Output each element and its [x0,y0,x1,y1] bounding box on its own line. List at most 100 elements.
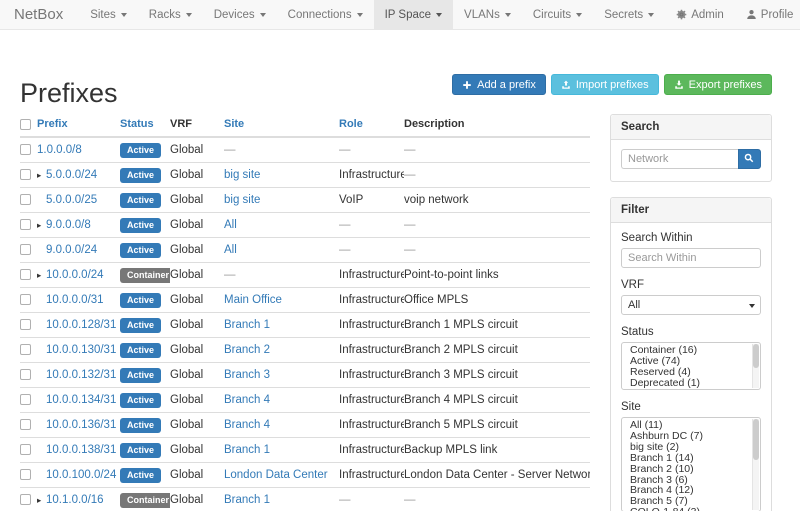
import-prefixes-button[interactable]: Import prefixes [550,74,659,95]
nav-item-vlans[interactable]: VLANs [453,0,522,29]
row-checkbox[interactable] [20,468,31,480]
app-logo[interactable]: NetBox [14,6,64,23]
row-checkbox[interactable] [20,368,31,380]
prefix-link[interactable]: 10.0.0.128/31 [46,318,117,331]
export-prefixes-button[interactable]: Export prefixes [663,74,772,95]
site-scrollbar[interactable] [752,419,759,510]
prefix-link[interactable]: 10.1.0.0/16 [46,493,104,506]
site-option[interactable]: COLO-1-84 (3) [622,507,760,511]
search-within-input[interactable] [621,248,761,268]
nav-admin[interactable]: Admin [665,0,735,29]
column-header-site[interactable]: Site [224,118,245,130]
select-all-checkbox[interactable] [20,118,31,130]
site-listbox[interactable]: All (11) Ashburn DC (7) big site (2) Branch… [621,417,761,511]
column-header-role[interactable]: Role [339,118,363,130]
prefix-link[interactable]: 10.0.0.136/31 [46,418,117,431]
site-link[interactable]: Main Office [224,293,282,306]
row-checkbox[interactable] [20,393,31,405]
site-link[interactable]: Branch 4 [224,418,271,431]
site-link[interactable]: Branch 1 [224,318,271,331]
site-link[interactable]: All [224,218,237,231]
site-option[interactable]: All (11) [630,419,663,431]
site-option[interactable]: Branch 5 (7) [630,495,688,508]
site-link[interactable]: Branch 1 [224,443,271,456]
nav-item-racks[interactable]: Racks [138,0,203,29]
prefix-link[interactable]: 1.0.0.0/8 [37,143,82,156]
site-option[interactable]: Branch 2 (10) [630,462,694,475]
row-checkbox[interactable] [20,418,31,430]
prefix-link[interactable]: 10.0.0.0/24 [46,268,104,281]
status-options: Container (16) Active (74) Reserved (4) Dep… [622,345,760,389]
row-checkbox[interactable] [20,343,31,355]
nav-item-connections[interactable]: Connections [277,0,374,29]
site-option[interactable]: Branch 4 (12) [630,484,694,497]
vrf-value: Global [170,493,204,506]
status-badge: Active [120,292,162,308]
nav-item-devices[interactable]: Devices [203,0,277,29]
row-checkbox[interactable] [20,218,31,230]
row-checkbox[interactable] [20,318,31,330]
row-checkbox[interactable] [20,143,31,155]
nav-item-secrets[interactable]: Secrets [593,0,665,29]
prefix-link[interactable]: 10.0.100.0/24 [46,468,117,481]
vrf-value: Global [170,268,204,281]
site-option[interactable]: Branch 1 (14) [630,451,694,464]
search-button[interactable] [737,149,761,169]
prefix-link[interactable]: 10.0.0.130/31 [46,343,117,356]
role-value: — [339,143,351,156]
row-checkbox[interactable] [20,243,31,255]
nav-item-sites[interactable]: Sites [79,0,138,29]
site-link[interactable]: Branch 3 [224,368,271,381]
table-row: 10.0.0.0/31 Active Global Main Office Infras… [20,287,590,313]
description-value: Branch 2 MPLS circuit [404,343,518,356]
add-a-prefix-button[interactable]: Add a prefix [452,74,546,95]
status-option[interactable]: Deprecated (1) [630,376,701,389]
site-option[interactable]: big site (2) [630,440,680,453]
status-option[interactable]: Container (16) [630,344,698,356]
row-checkbox[interactable] [20,293,31,305]
site-link[interactable]: Branch 2 [224,343,271,356]
nav-item-label: Profile [760,8,794,21]
nav-item-circuits[interactable]: Circuits [522,0,593,29]
site-link[interactable]: Branch 4 [224,393,271,406]
role-value: VoIP [339,193,364,206]
prefix-link[interactable]: 5.0.0.0/24 [46,168,98,181]
prefix-link[interactable]: 10.0.0.138/31 [46,443,117,456]
prefix-link[interactable]: 9.0.0.0/8 [46,218,91,231]
prefix-link[interactable]: 10.0.0.0/31 [46,293,104,306]
row-checkbox[interactable] [20,443,31,455]
nav-item-ip-space[interactable]: IP Space [373,0,454,29]
vrf-select[interactable]: All [621,295,761,315]
table-row: 10.0.0.128/31 Active Global Branch 1 Infrast… [20,312,590,338]
row-checkbox[interactable] [20,493,31,505]
status-badge: Container [120,267,170,283]
status-listbox[interactable]: Container (16) Active (74) Reserved (4) Dep… [621,342,761,390]
site-link[interactable]: Branch 1 [224,493,271,506]
table-row: 5.0.0.0/25 Active Global big site VoIP voip n… [20,187,590,213]
nav-item-label: Connections [287,8,352,21]
row-checkbox[interactable] [20,268,31,280]
site-link[interactable]: All [224,243,237,256]
site-link[interactable]: big site [224,168,261,181]
prefix-table-wrap: Prefix Status VRF Site Role Description 1.0.0… [20,114,590,511]
column-header-prefix[interactable]: Prefix [37,118,68,130]
nav-menu: Sites Racks Devices Connections IP Space VLAN… [79,0,665,29]
status-option[interactable]: Active (74) [630,354,681,367]
site-option[interactable]: Branch 3 (6) [630,473,688,486]
status-scrollbar[interactable] [752,344,759,388]
search-panel-title: Search [611,115,771,140]
row-checkbox[interactable] [20,193,31,205]
site-option[interactable]: Ashburn DC (7) [630,429,703,442]
site-link[interactable]: big site [224,193,261,206]
site-link[interactable]: London Data Center [224,468,328,481]
search-panel: Search [610,114,772,182]
prefix-link[interactable]: 9.0.0.0/24 [46,243,98,256]
nav-profile[interactable]: Profile [735,0,800,29]
prefix-link[interactable]: 10.0.0.132/31 [46,368,117,381]
column-header-status[interactable]: Status [120,118,154,130]
prefix-link[interactable]: 5.0.0.0/25 [46,193,98,206]
row-checkbox[interactable] [20,168,31,180]
search-input[interactable] [621,149,738,169]
status-option[interactable]: Reserved (4) [630,365,691,378]
prefix-link[interactable]: 10.0.0.134/31 [46,393,117,406]
